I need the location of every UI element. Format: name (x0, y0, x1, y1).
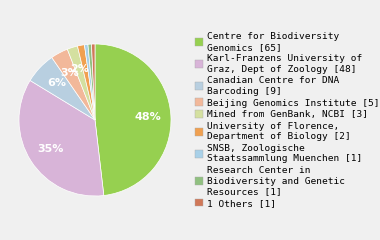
Text: 3%: 3% (61, 68, 79, 78)
Text: 48%: 48% (135, 112, 162, 122)
Text: 35%: 35% (37, 144, 63, 154)
Wedge shape (88, 44, 95, 120)
Wedge shape (92, 44, 95, 120)
Text: 2%: 2% (70, 64, 89, 74)
Legend: Centre for Biodiversity
Genomics [65], Karl-Franzens University of
Graz, Dept of: Centre for Biodiversity Genomics [65], K… (195, 32, 380, 208)
Wedge shape (67, 46, 95, 120)
Wedge shape (95, 44, 171, 196)
Wedge shape (19, 80, 104, 196)
Wedge shape (52, 49, 95, 120)
Wedge shape (78, 45, 95, 120)
Text: 6%: 6% (47, 78, 66, 89)
Wedge shape (30, 58, 95, 120)
Wedge shape (84, 44, 95, 120)
